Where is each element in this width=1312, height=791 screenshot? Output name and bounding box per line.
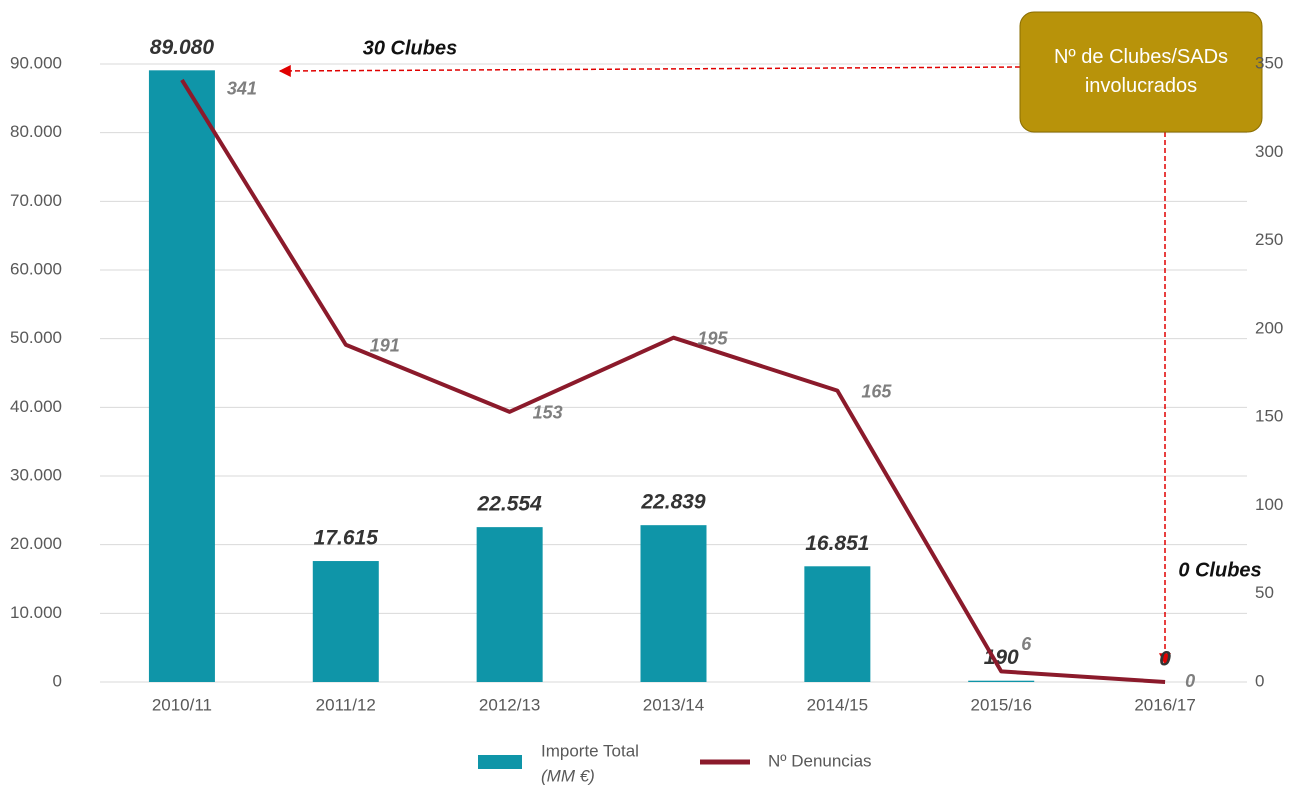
annotation-box [1019,11,1263,133]
y2-tick-label: 0 [1255,671,1264,690]
y2-tick-label: 150 [1255,407,1283,426]
bar-label: 89.080 [150,36,215,59]
annotation-text: Nº de Clubes/SADs involucrados [1053,46,1229,97]
x-tick-label: 2013/14 [643,695,704,714]
y2-tick-label: 250 [1255,230,1283,249]
bar-label: 190 [984,646,1019,669]
annotation: 0 Clubes [1178,559,1261,581]
y2-tick-label: 350 [1255,53,1283,72]
x-tick-label: 2015/16 [970,695,1031,714]
line-label: 153 [533,403,563,423]
bar-label: 0 [1159,648,1171,671]
x-tick-label: 2016/17 [1134,695,1195,714]
line [180,78,1166,684]
annotation: 30 Clubes [363,37,457,59]
y2-tick-label: 100 [1255,495,1283,514]
arrow [278,64,1021,77]
y-tick-label: 40.000 [10,397,62,416]
y-tick-label: 0 [53,671,62,690]
y2-tick-label: 300 [1255,142,1283,161]
annotation-box-text: Nº de Clubes/SADs involucrados [1053,46,1229,97]
y2-tick-label: 200 [1255,318,1283,337]
line-label: 6 [1021,634,1032,654]
bar [640,525,707,682]
line-label: 195 [697,328,728,348]
y-tick-label: 60.000 [10,259,62,278]
y-tick-label: 50.000 [10,328,62,347]
legend-label: (MM €) [541,766,595,785]
bar-label: 17.615 [314,527,379,550]
legend-label: Importe Total [541,741,639,760]
line-label: 191 [370,335,400,355]
line-label: 341 [227,79,257,99]
bar [476,527,543,682]
y-tick-label: 70.000 [10,191,62,210]
x-tick-label: 2014/15 [807,695,868,714]
bar [312,561,379,682]
legend-swatch [478,755,522,769]
y-tick-label: 30.000 [10,465,62,484]
legend-label: Nº Denuncias [768,751,872,770]
line-label: 165 [861,381,892,401]
bar-label: 16.851 [805,532,869,555]
y2-tick-label: 50 [1255,583,1274,602]
line-label: 0 [1185,671,1195,691]
x-tick-label: 2012/13 [479,695,540,714]
x-tick-label: 2011/12 [316,695,376,714]
bar [968,680,1035,682]
bar [804,566,871,682]
y-tick-label: 80.000 [10,122,62,141]
y-tick-label: 90.000 [10,53,62,72]
bar-label: 22.839 [640,491,706,514]
y-tick-label: 10.000 [10,603,62,622]
bar-label: 22.554 [477,493,543,516]
bar [148,70,215,683]
x-tick-label: 2010/11 [152,695,212,714]
y-tick-label: 20.000 [10,534,62,553]
